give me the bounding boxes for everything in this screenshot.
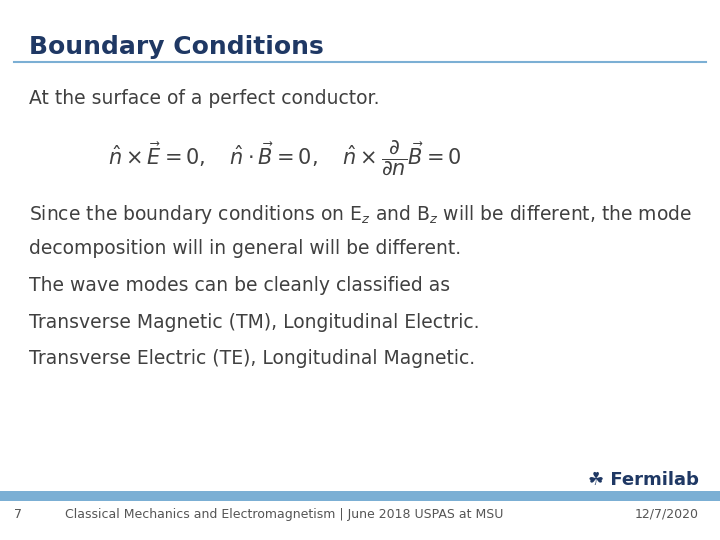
Text: Since the boundary conditions on E$_z$ and B$_z$ will be different, the mode: Since the boundary conditions on E$_z$ a… <box>29 202 692 226</box>
Text: At the surface of a perfect conductor.: At the surface of a perfect conductor. <box>29 89 379 108</box>
Text: 7: 7 <box>14 508 22 521</box>
Text: The wave modes can be cleanly classified as: The wave modes can be cleanly classified… <box>29 276 450 295</box>
Bar <box>0 491 720 501</box>
Text: Transverse Magnetic (TM), Longitudinal Electric.: Transverse Magnetic (TM), Longitudinal E… <box>29 313 480 332</box>
Text: ☘ Fermilab: ☘ Fermilab <box>588 471 698 489</box>
Text: Transverse Electric (TE), Longitudinal Magnetic.: Transverse Electric (TE), Longitudinal M… <box>29 349 475 368</box>
Text: Boundary Conditions: Boundary Conditions <box>29 35 323 59</box>
Text: Classical Mechanics and Electromagnetism | June 2018 USPAS at MSU: Classical Mechanics and Electromagnetism… <box>65 508 503 521</box>
Text: decomposition will in general will be different.: decomposition will in general will be di… <box>29 239 461 258</box>
Text: 12/7/2020: 12/7/2020 <box>634 508 698 521</box>
Text: $\hat{n} \times \vec{E} = 0, \quad \hat{n} \cdot \vec{B} = 0, \quad \hat{n} \tim: $\hat{n} \times \vec{E} = 0, \quad \hat{… <box>108 138 462 177</box>
